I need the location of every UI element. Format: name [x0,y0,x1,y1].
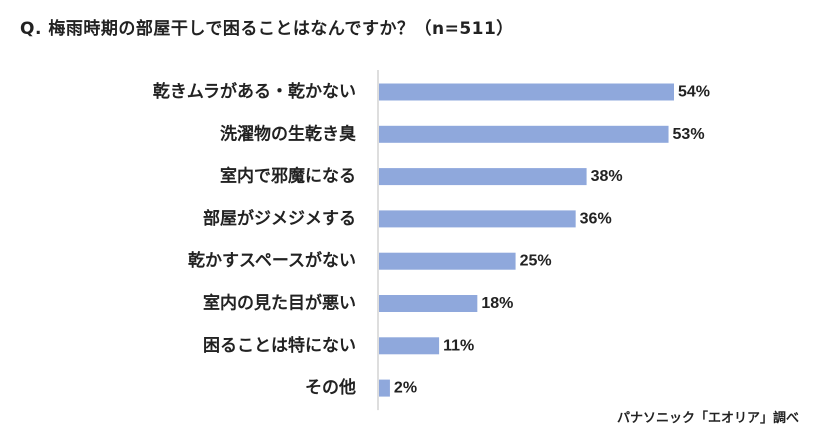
bar-7 [379,337,440,355]
value-label-4: 36% [580,210,612,227]
bar-3 [379,168,587,186]
category-labels-group: 乾きムラがある・乾かない洗濯物の生乾き臭室内で邪魔になる部屋がジメジメする乾かす… [153,81,356,398]
chart-title: Q. 梅雨時期の部屋干しで困ることはなんですか？（n=511） [20,19,514,39]
value-label-7: 11% [443,337,474,354]
bar-6 [379,295,478,312]
category-label-8: その他 [305,377,356,398]
bar-2 [379,125,669,143]
category-label-1: 乾きムラがある・乾かない [153,81,356,102]
bar-8 [379,379,390,397]
value-label-8: 2% [394,380,417,397]
category-label-3: 室内で邪魔になる [220,166,356,187]
value-label-6: 18% [481,295,513,312]
value-label-2: 53% [673,126,705,143]
value-label-3: 38% [591,168,623,185]
category-label-7: 困ることは特にない [203,335,356,356]
value-label-1: 54% [678,84,710,101]
bar-1 [379,83,674,101]
bar-4 [379,210,576,228]
category-label-6: 室内の見た目が悪い [203,293,356,314]
value-label-5: 25% [520,253,552,270]
source-note: パナソニック「エオリア」調べ [616,411,799,426]
bar-5 [379,252,516,270]
category-label-2: 洗濯物の生乾き臭 [220,123,356,144]
category-label-5: 乾かすスペースがない [188,250,356,271]
value-labels-group: 54% 53% 38% 36% 25% 18% 11% 2% [394,84,710,397]
category-label-4: 部屋がジメジメする [203,208,356,229]
bars-group [379,83,674,397]
